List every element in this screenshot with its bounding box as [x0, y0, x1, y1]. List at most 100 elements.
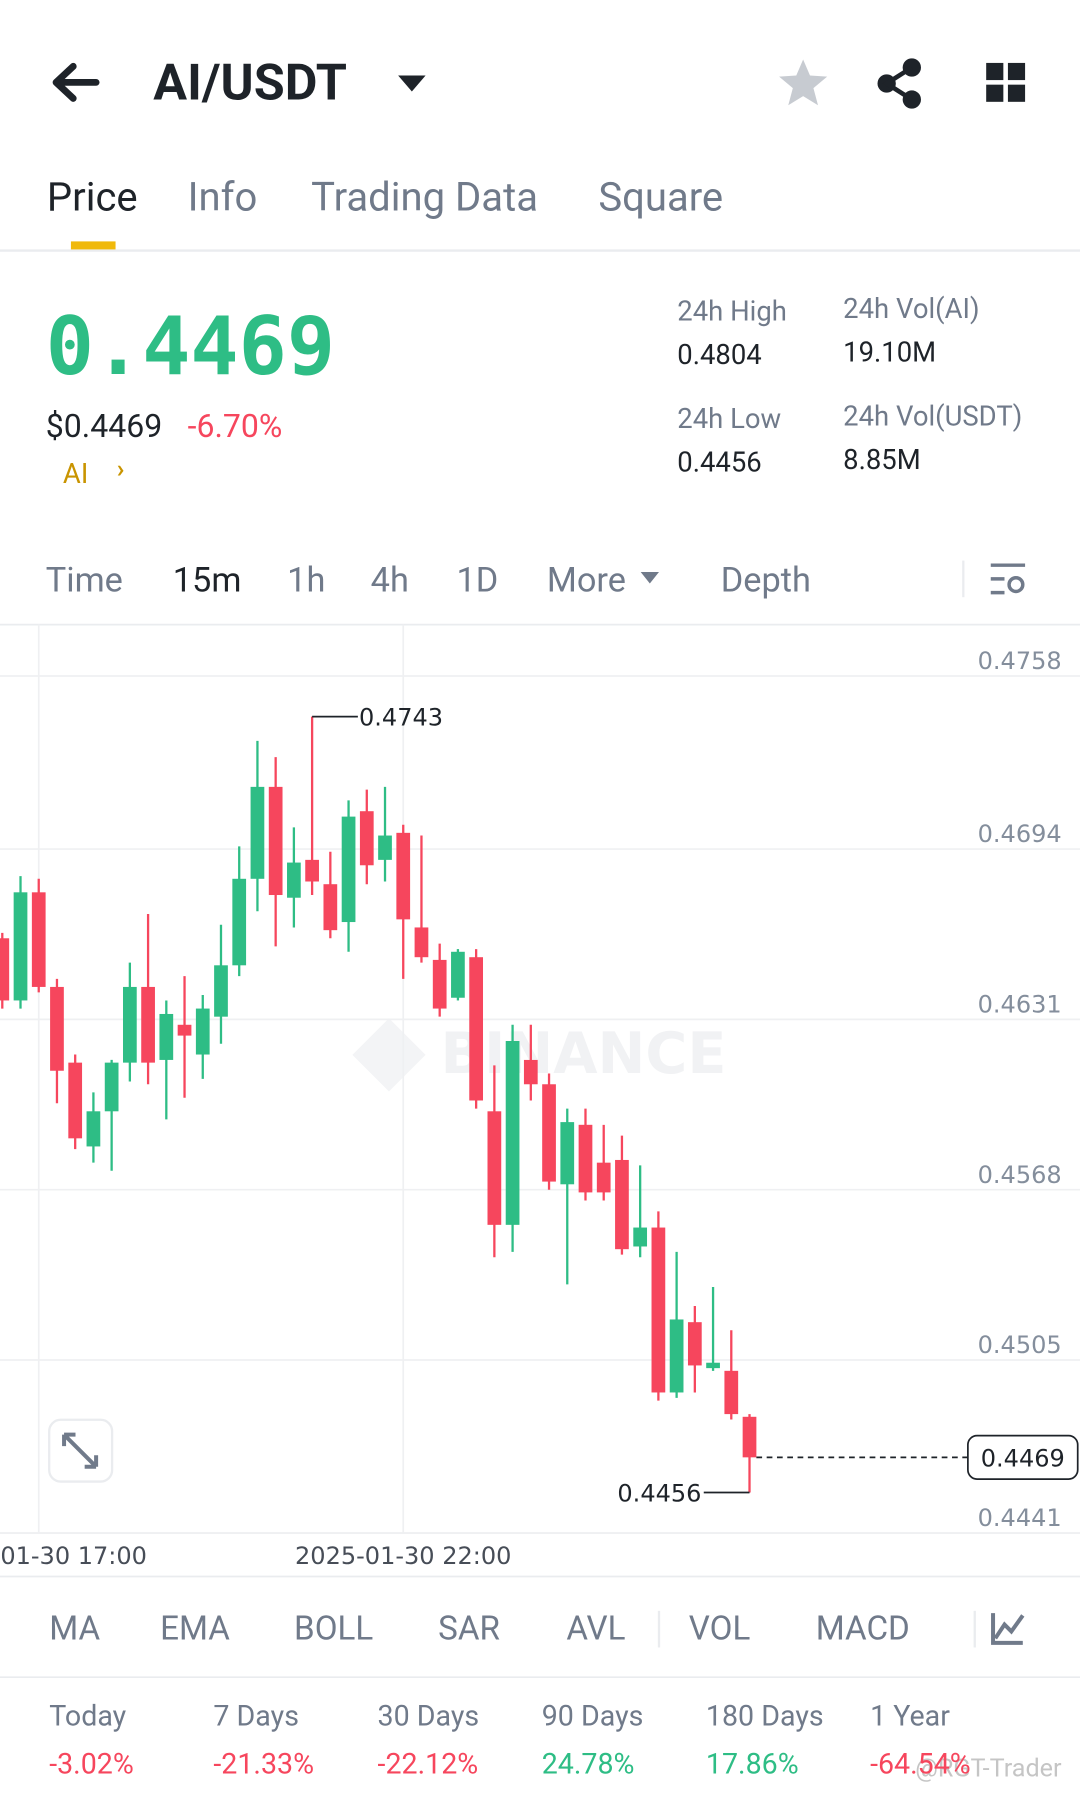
candle-body: [287, 862, 301, 898]
tab[interactable]: Square: [598, 173, 724, 221]
last-price: 0.4469: [45, 299, 336, 394]
stat-value: 8.85M: [843, 443, 921, 476]
period-change: 17.86%: [705, 1748, 799, 1782]
pair-title[interactable]: AI/USDT: [153, 52, 347, 113]
interval[interactable]: 1D: [456, 560, 499, 601]
candle-body: [122, 986, 137, 1063]
y-tick-label: 0.4568: [978, 1161, 1062, 1189]
candle-body: [651, 1227, 666, 1393]
period-label: 180 Days: [705, 1700, 824, 1734]
candle-body: [323, 884, 338, 931]
indicator[interactable]: SAR: [438, 1609, 500, 1649]
candle-body: [523, 1059, 538, 1085]
tab-indicator: [70, 241, 116, 250]
interval[interactable]: Time: [45, 560, 123, 601]
last-price-label: 0.4469: [981, 1445, 1065, 1473]
candle-body: [31, 892, 46, 987]
price-change: -6.70%: [187, 407, 283, 446]
candle-body: [706, 1362, 720, 1369]
base-asset[interactable]: AI: [62, 457, 89, 490]
candle-body: [250, 786, 265, 879]
candle-body: [414, 927, 429, 958]
candle-body: [214, 965, 228, 1017]
period-label: 7 Days: [213, 1700, 299, 1734]
stat-label: 24h Vol(AI): [843, 292, 980, 325]
indicator[interactable]: MACD: [815, 1609, 910, 1649]
y-tick-label: 0.4441: [978, 1504, 1062, 1532]
x-tick-label: 2025-01-30 17:00: [0, 1542, 147, 1570]
indicator-settings-icon[interactable]: [991, 1613, 1025, 1645]
share-icon[interactable]: [877, 58, 921, 109]
usd-price: $0.4469: [45, 407, 163, 446]
candle-body: [232, 878, 247, 966]
stat-value: 0.4456: [677, 446, 762, 479]
back-icon[interactable]: [52, 62, 100, 102]
interval[interactable]: More: [546, 560, 626, 601]
candle-body: [469, 957, 484, 1101]
tab[interactable]: Price: [46, 173, 138, 221]
chevron[interactable]: ›: [116, 455, 125, 484]
grid-icon[interactable]: [986, 62, 1026, 102]
candle-body: [104, 1062, 119, 1112]
fullscreen-button[interactable]: [48, 1418, 114, 1483]
candle-body: [68, 1062, 83, 1139]
high-label: 0.4743: [359, 704, 443, 732]
indicator[interactable]: MA: [49, 1609, 101, 1649]
period-label: 30 Days: [377, 1700, 480, 1734]
candle-body: [596, 1162, 611, 1193]
candle-body: [378, 835, 392, 860]
candle-body: [159, 1013, 174, 1060]
candle-body: [578, 1124, 593, 1193]
candle-body: [268, 786, 283, 896]
candle-body: [0, 938, 10, 1001]
dropdown-icon[interactable]: [398, 75, 426, 92]
candle-body: [341, 816, 356, 923]
interval[interactable]: Depth: [720, 560, 811, 601]
candle-body: [359, 811, 374, 866]
indicator[interactable]: AVL: [566, 1609, 626, 1649]
interval[interactable]: 1h: [287, 560, 326, 601]
low-label: 0.4456: [617, 1480, 701, 1508]
last-price-box: [967, 1434, 1079, 1480]
more-dropdown-icon[interactable]: [640, 572, 659, 584]
chart-settings-icon[interactable]: [990, 563, 1026, 595]
interval[interactable]: 15m: [172, 560, 242, 601]
credit-watermark: @RGT-Trader: [915, 1755, 1062, 1784]
tab[interactable]: Trading Data: [311, 173, 538, 221]
tab[interactable]: Info: [187, 173, 258, 221]
x-tick-label: 2025-01-30 22:00: [295, 1542, 511, 1570]
y-tick-label: 0.4505: [978, 1331, 1062, 1359]
interval[interactable]: 4h: [370, 560, 409, 601]
candle-body: [195, 1008, 210, 1055]
candle-body: [141, 986, 155, 1063]
candle-body: [742, 1416, 757, 1458]
candle-body: [542, 1084, 556, 1182]
stat-label: 24h Low: [677, 402, 782, 435]
period-label: Today: [49, 1700, 127, 1734]
period-label: 90 Days: [541, 1700, 644, 1734]
candle-body: [432, 959, 447, 1009]
candle-body: [633, 1227, 648, 1247]
period-change: -3.02%: [49, 1748, 134, 1782]
watermark-logo: [352, 1018, 426, 1092]
candle-body: [13, 892, 28, 1001]
candle-body: [687, 1322, 702, 1366]
favorite-icon[interactable]: [779, 59, 828, 106]
candle-body: [669, 1319, 684, 1393]
stat-label: 24h Vol(USDT): [843, 400, 1023, 433]
stat-value: 19.10M: [843, 336, 937, 369]
y-tick-label: 0.4694: [978, 820, 1062, 848]
candle-body: [724, 1370, 739, 1415]
candle-body: [396, 832, 411, 920]
indicator[interactable]: BOLL: [294, 1609, 374, 1649]
period-label: 1 Year: [870, 1700, 950, 1734]
candle-body: [50, 986, 64, 1071]
indicator[interactable]: VOL: [688, 1609, 751, 1649]
candle-body: [560, 1122, 575, 1185]
indicator[interactable]: EMA: [160, 1609, 230, 1649]
candle-body: [305, 859, 319, 882]
candle-body: [615, 1159, 629, 1250]
